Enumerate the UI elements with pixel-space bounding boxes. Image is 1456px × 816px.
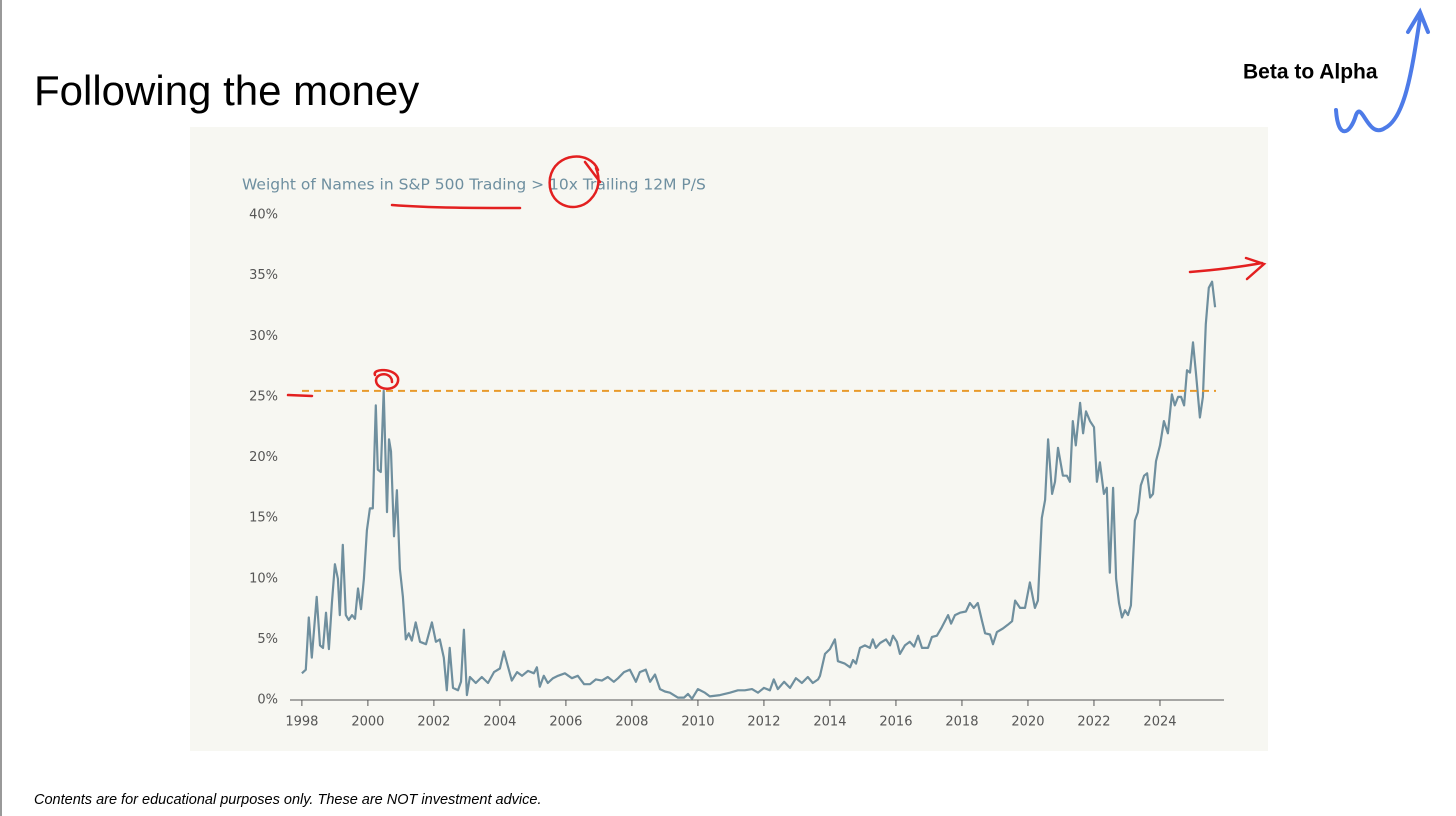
x-tick-label: 2002 xyxy=(417,715,450,730)
footer-note: Contents are for educational purposes on… xyxy=(34,792,542,808)
annotation-arrow xyxy=(1188,256,1267,281)
y-tick-label: 20% xyxy=(249,450,278,465)
y-tick-label: 30% xyxy=(249,329,278,344)
plot: 0% 5% 10% 15% 20% 25% 30% 35% 40% 1998 2000 2002 200… xyxy=(249,208,1224,730)
x-tick-label: 2024 xyxy=(1143,715,1176,730)
chart-title: Weight of Names in S&P 500 Trading > 10x… xyxy=(242,176,706,194)
x-tick-label: 2006 xyxy=(549,715,582,730)
x-tick-label: 2014 xyxy=(813,715,846,730)
x-tick-label: 2016 xyxy=(879,715,912,730)
y-tick-label: 25% xyxy=(249,389,278,404)
logo-arrow xyxy=(1334,7,1430,134)
annotation-dash xyxy=(286,393,314,398)
x-tick-label: 2004 xyxy=(483,715,516,730)
x-tick-label: 2018 xyxy=(945,715,978,730)
x-tick-label: 1998 xyxy=(285,715,318,730)
y-tick-label: 15% xyxy=(249,511,278,526)
y-tick-label: 5% xyxy=(257,632,278,647)
logo-text: Beta to Alpha xyxy=(1243,61,1378,84)
annotation-circle xyxy=(548,155,602,209)
x-tick-label: 2020 xyxy=(1011,715,1044,730)
annotation-underline xyxy=(390,203,522,210)
slide-title: Following the money xyxy=(34,67,419,114)
y-tick-label: 40% xyxy=(249,208,278,223)
annotation-peak xyxy=(373,368,400,390)
y-tick-label: 0% xyxy=(257,693,278,708)
x-tick-label: 2010 xyxy=(681,715,714,730)
y-tick-label: 35% xyxy=(249,268,278,283)
x-tick-label: 2022 xyxy=(1077,715,1110,730)
x-tick-label: 2008 xyxy=(615,715,648,730)
chart-panel xyxy=(190,127,1268,751)
annotations xyxy=(286,155,1267,398)
y-tick-label: 10% xyxy=(249,571,278,586)
data-line xyxy=(301,280,1217,700)
x-tick-label: 2000 xyxy=(351,715,384,730)
x-tick-label: 2012 xyxy=(747,715,780,730)
